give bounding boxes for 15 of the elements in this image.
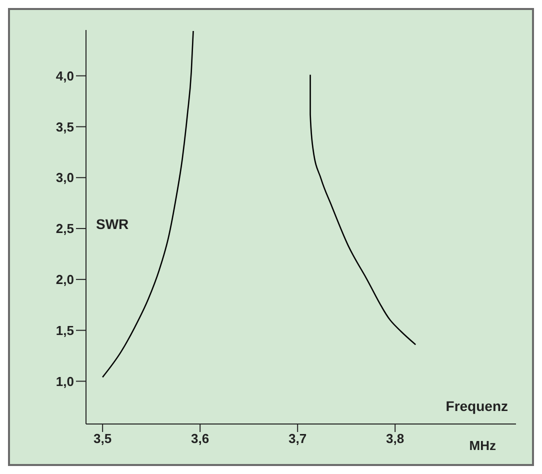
y-axis-title: SWR — [96, 216, 129, 232]
y-tick-label: 3,5 — [56, 119, 74, 134]
line-series — [310, 74, 416, 346]
y-tick-label: 1,5 — [56, 322, 74, 338]
x-tick-label: 3,8 — [386, 431, 404, 446]
y-tick-label: 2,0 — [56, 272, 74, 288]
x-tick-label: 3,5 — [94, 431, 112, 446]
y-tick-label: 1,0 — [56, 374, 74, 389]
text: MHz — [469, 438, 496, 453]
x-tick-label: 3,6 — [191, 431, 210, 446]
x-tick-label: 3,7 — [288, 431, 307, 446]
y-tick-label: 3,0 — [56, 170, 74, 186]
x-axis-title: Frequenz — [446, 398, 508, 414]
y-tick-label: 4,0 — [56, 68, 74, 84]
y-tick-label: 2,5 — [56, 221, 74, 236]
